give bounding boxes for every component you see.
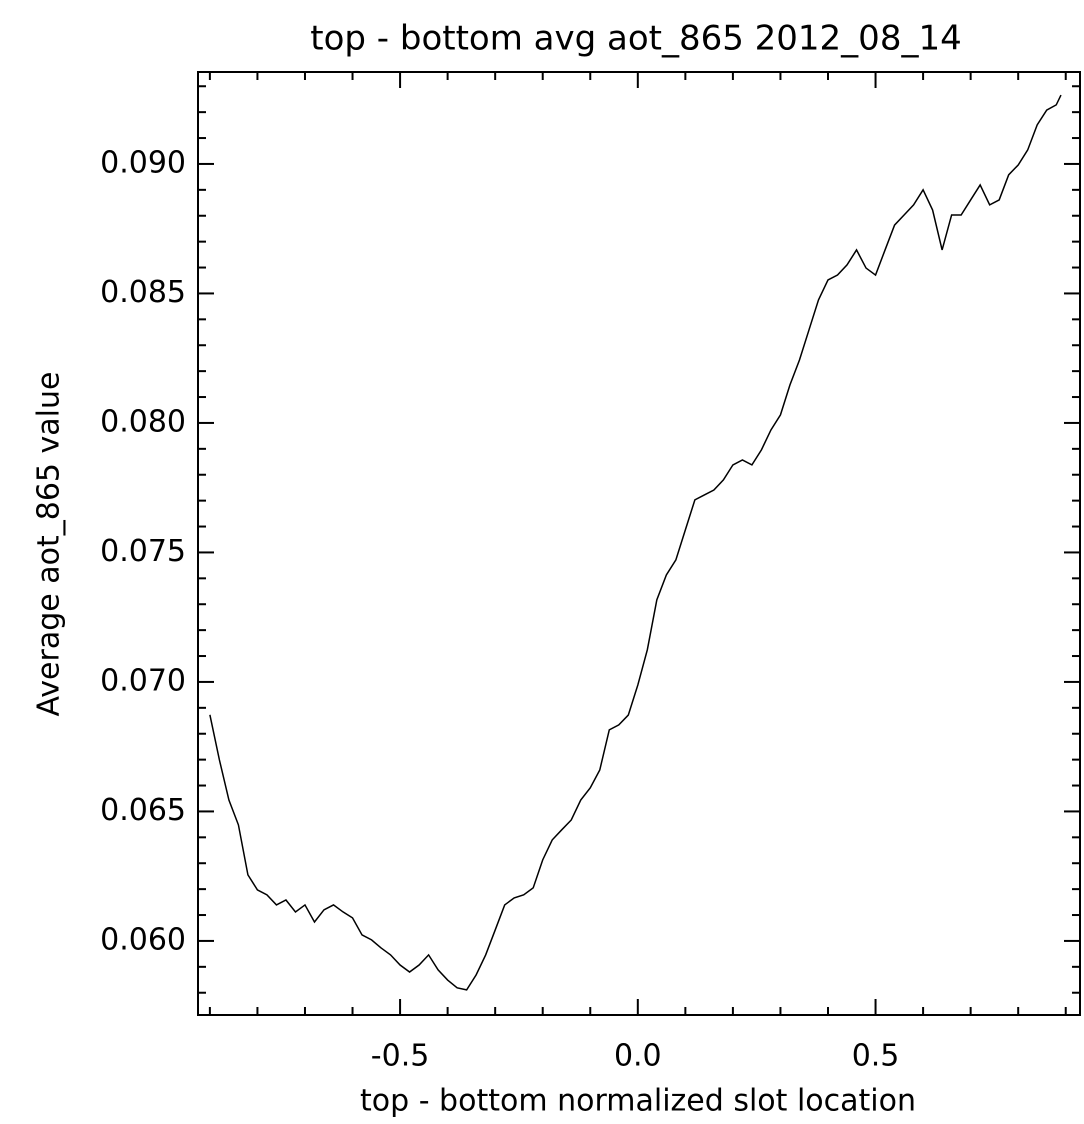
data-line <box>209 94 1062 991</box>
y-axis-label: Average aot_865 value <box>32 372 67 717</box>
y-tick-label: 0.080 <box>100 404 186 439</box>
y-tick-label: 0.090 <box>100 145 186 180</box>
y-tick-label: 0.060 <box>100 922 186 957</box>
y-tick-label: 0.075 <box>100 534 186 569</box>
x-tick-label: 0.5 <box>852 1039 900 1074</box>
chart-title: top - bottom avg aot_865 2012_08_14 <box>310 19 961 59</box>
x-tick-label: -0.5 <box>371 1039 430 1074</box>
x-axis-label: top - bottom normalized slot location <box>360 1084 916 1119</box>
y-tick-label: 0.065 <box>100 793 186 828</box>
y-tick-label: 0.070 <box>100 663 186 698</box>
x-tick-label: 0.0 <box>614 1039 662 1074</box>
y-tick-label: 0.085 <box>100 275 186 310</box>
plot-frame <box>197 71 1081 1016</box>
